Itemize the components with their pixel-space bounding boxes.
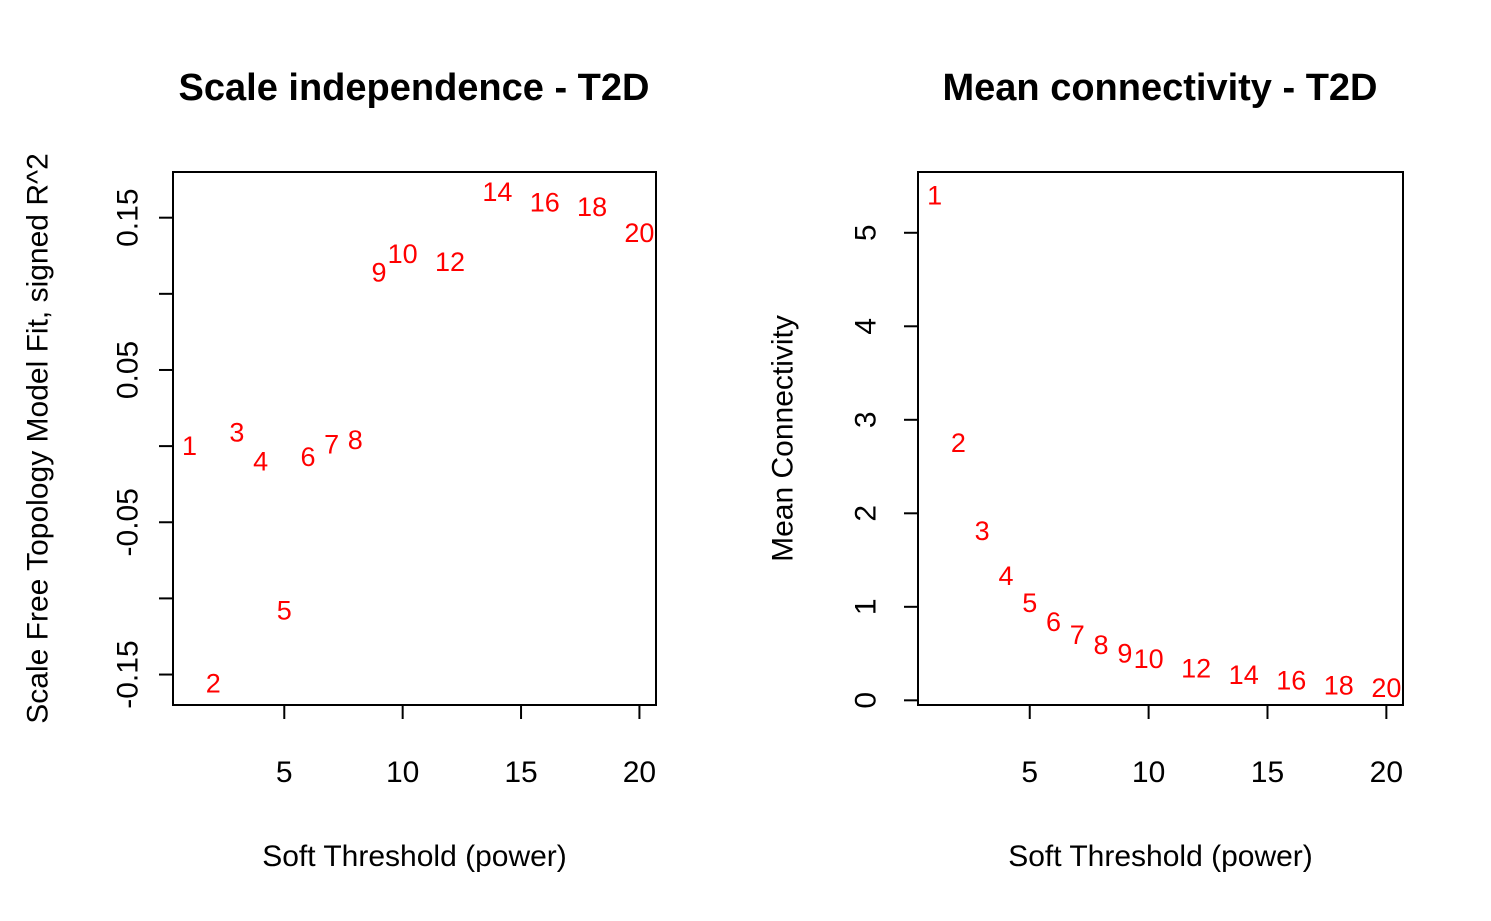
data-point-label: 2 — [206, 669, 221, 699]
data-point-label: 8 — [348, 425, 363, 455]
x-tick-label: 10 — [1132, 756, 1165, 789]
chart-title: Scale independence - T2D — [179, 67, 650, 109]
data-point-label: 8 — [1094, 630, 1109, 660]
data-point-label: 7 — [1070, 620, 1085, 650]
x-tick-label: 15 — [504, 756, 537, 789]
data-point-label: 12 — [1181, 654, 1211, 684]
y-tick-label: -0.05 — [112, 488, 145, 556]
chart-title: Mean connectivity - T2D — [943, 67, 1378, 109]
x-axis-label: Soft Threshold (power) — [1008, 840, 1313, 873]
data-point-label: 2 — [951, 428, 966, 458]
data-point-label: 7 — [324, 430, 339, 460]
data-point-label: 3 — [229, 417, 244, 447]
data-point-label: 5 — [1022, 588, 1037, 618]
x-tick-label: 20 — [1370, 756, 1403, 789]
x-tick-label: 5 — [1021, 756, 1038, 789]
x-tick-label: 20 — [623, 756, 656, 789]
data-point-label: 1 — [927, 180, 942, 210]
x-tick-label: 5 — [276, 756, 293, 789]
y-tick-label: 4 — [850, 318, 883, 335]
y-tick-label: 5 — [850, 224, 883, 241]
plot-frame — [917, 171, 1404, 706]
data-point-label: 14 — [1229, 660, 1259, 690]
y-axis-label: Scale Free Topology Model Fit, signed R^… — [22, 153, 55, 723]
data-point-label: 20 — [624, 218, 654, 248]
data-point-label: 9 — [1117, 639, 1132, 669]
data-point-label: 16 — [1276, 666, 1306, 696]
data-point-label: 14 — [482, 177, 512, 207]
x-tick-label: 15 — [1251, 756, 1284, 789]
y-tick-label: 0.15 — [112, 188, 145, 246]
y-tick-label: 0.05 — [112, 341, 145, 399]
data-point-label: 18 — [1324, 670, 1354, 700]
data-point-label: 10 — [388, 239, 418, 269]
data-point-label: 6 — [300, 442, 315, 472]
data-point-label: 20 — [1371, 673, 1401, 703]
y-tick-label: 2 — [850, 505, 883, 522]
data-point-label: 12 — [435, 247, 465, 277]
x-tick-label: 10 — [386, 756, 419, 789]
y-tick-label: -0.15 — [112, 640, 145, 708]
data-point-label: 1 — [182, 431, 197, 461]
data-point-label: 10 — [1134, 644, 1164, 674]
data-point-label: 3 — [975, 516, 990, 546]
y-tick-label: 1 — [850, 598, 883, 615]
x-axis-label: Soft Threshold (power) — [262, 840, 567, 873]
y-tick-label: 3 — [850, 411, 883, 428]
data-point-label: 5 — [277, 596, 292, 626]
y-axis-label: Mean Connectivity — [767, 315, 800, 562]
data-point-label: 4 — [998, 561, 1013, 591]
y-tick-label: 0 — [850, 692, 883, 709]
data-point-label: 9 — [371, 258, 386, 288]
data-point-label: 4 — [253, 446, 268, 476]
data-point-label: 6 — [1046, 607, 1061, 637]
data-point-label: 18 — [577, 192, 607, 222]
data-point-label: 16 — [530, 187, 560, 217]
